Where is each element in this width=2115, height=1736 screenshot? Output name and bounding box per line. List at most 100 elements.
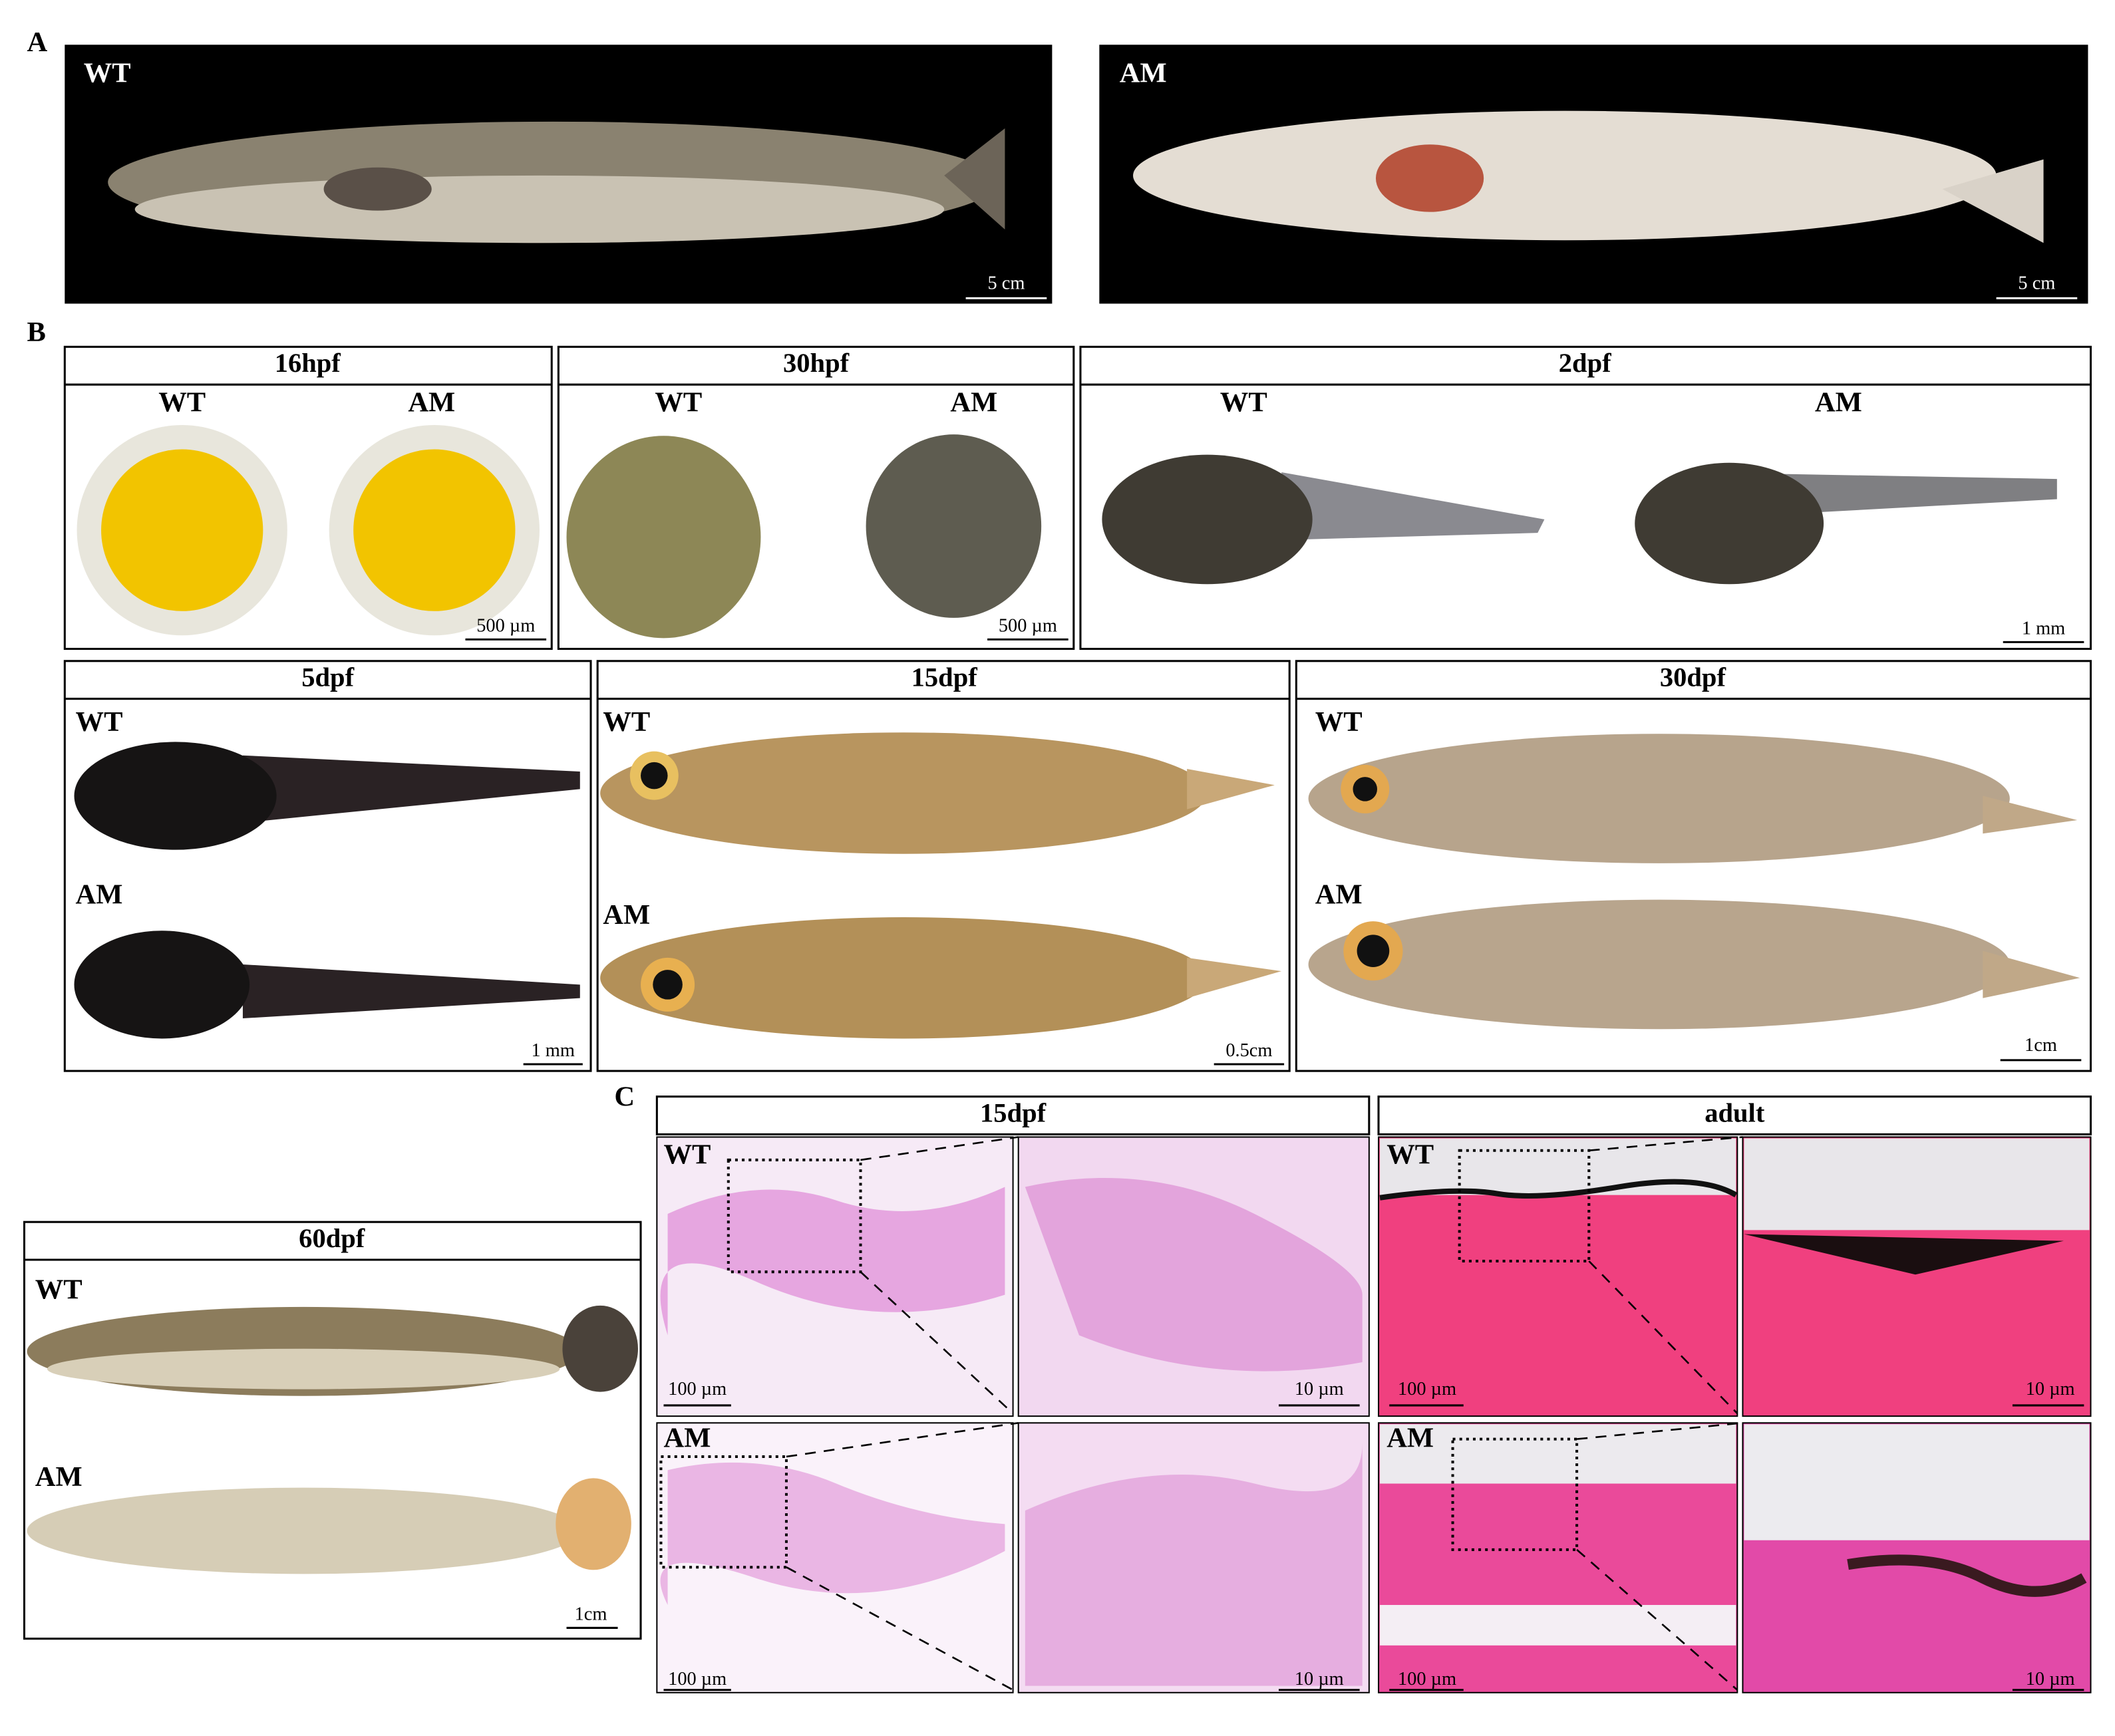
zoom-line (860, 1136, 1019, 1161)
tissue (660, 1187, 1005, 1336)
tail (944, 128, 1005, 230)
background (1380, 1138, 1736, 1195)
pupil (641, 762, 668, 790)
stage-title: 30dpf (1660, 662, 1726, 692)
tail (1983, 950, 2080, 998)
panel-letter: C (614, 1081, 635, 1112)
larva (1102, 454, 1313, 585)
pigment (1744, 1234, 2064, 1275)
background (1744, 1138, 2090, 1230)
zoom-box (1451, 1437, 1579, 1551)
tail (1983, 796, 2078, 834)
label: AM (408, 386, 455, 418)
zoom-line (1588, 1260, 1738, 1415)
pigment (1847, 1554, 2087, 1597)
label: WT (603, 706, 650, 738)
zoom-box (1458, 1149, 1591, 1263)
larva (74, 742, 277, 850)
tissue (1025, 1443, 1363, 1686)
scale-text: 0.5cm (1225, 1040, 1272, 1061)
scale-text: 10 µm (1295, 1669, 1344, 1689)
stage-title: 5dpf (301, 662, 354, 692)
zoom-box (659, 1455, 788, 1569)
label: AM (1815, 386, 1862, 418)
tail (1942, 159, 2044, 243)
stage-box (1295, 660, 2092, 1072)
fish-belly (134, 175, 945, 243)
group-title: 15dpf (980, 1097, 1047, 1127)
zoom-line (1576, 1421, 1743, 1440)
fish (1133, 110, 1997, 241)
fish (27, 1487, 580, 1574)
stage-title: 30hpf (783, 348, 850, 378)
fish-belly (47, 1348, 560, 1389)
label: WT (1220, 386, 1267, 418)
pupil (653, 970, 683, 1000)
larva (74, 931, 250, 1039)
stage-box (557, 345, 1075, 651)
scale-text: 1 mm (532, 1040, 575, 1061)
fish (1308, 899, 2010, 1030)
larva-tail (242, 964, 580, 1019)
scale-text: 1cm (2025, 1035, 2057, 1056)
panel-letter: A (27, 27, 48, 58)
scale-text: 500 µm (476, 616, 535, 637)
label: AM (1386, 1422, 1434, 1453)
yolk (353, 449, 516, 611)
embryo (866, 434, 1042, 618)
zoom-box (727, 1158, 862, 1274)
scale-text: 10 µm (2026, 1669, 2075, 1689)
label: WT (84, 58, 131, 89)
zoom-line (786, 1566, 1014, 1691)
group-title: adult (1705, 1097, 1765, 1127)
group-header (655, 1095, 1371, 1135)
tail (1187, 957, 1282, 998)
group-header (1377, 1095, 2092, 1135)
pupil (1353, 777, 1377, 801)
label: AM (603, 899, 650, 931)
label: WT (663, 1139, 711, 1171)
stage-box (596, 660, 1291, 1072)
stage-box (1079, 345, 2092, 651)
label: AM (1315, 879, 1363, 910)
stage-box (63, 660, 592, 1072)
stage-title: 15dpf (911, 662, 978, 692)
larva (1635, 462, 1824, 585)
scale-text: 100 µm (1398, 1379, 1456, 1399)
label: AM (950, 386, 997, 418)
fish (1308, 734, 2010, 863)
pigment (1379, 1179, 1738, 1201)
stage-box (23, 1221, 642, 1640)
stage-title: 16hpf (275, 348, 341, 378)
label: AM (1120, 58, 1167, 89)
tissue (1025, 1177, 1363, 1372)
label: WT (35, 1274, 82, 1305)
background (1744, 1424, 2090, 1540)
label: AM (663, 1422, 711, 1453)
tail (1187, 768, 1275, 809)
scale-text: 5 cm (987, 273, 1025, 294)
zoom-line (1589, 1136, 1743, 1152)
label: WT (655, 386, 702, 418)
fish (600, 732, 1208, 854)
fin (323, 167, 432, 211)
larva-tail (1281, 472, 1545, 540)
scale-text: 10 µm (2026, 1379, 2075, 1399)
label: AM (76, 879, 123, 910)
label: AM (35, 1461, 82, 1493)
label: WT (1386, 1139, 1434, 1171)
label: WT (1315, 706, 1363, 738)
scale-text: 1cm (575, 1604, 607, 1625)
scale-text: 100 µm (668, 1669, 727, 1689)
zoom-line (786, 1421, 1019, 1458)
label: WT (158, 386, 206, 418)
fin (1375, 144, 1484, 212)
scale-text: 100 µm (668, 1379, 727, 1399)
background (1380, 1604, 1736, 1646)
tail (556, 1478, 631, 1570)
pupil (1357, 935, 1390, 968)
scale-text: 1 mm (2022, 619, 2065, 639)
larva-tail (242, 755, 580, 823)
